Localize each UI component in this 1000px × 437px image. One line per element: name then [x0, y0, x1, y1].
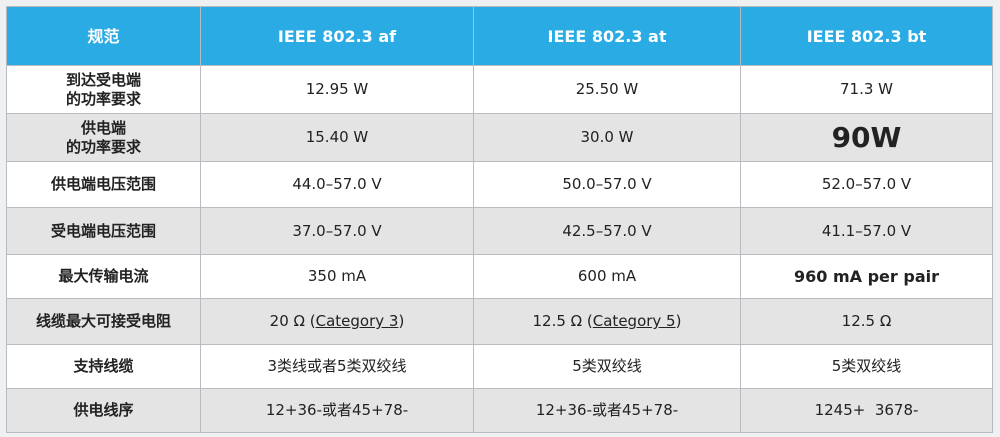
table-row: 受电端电压范围 37.0–57.0 V 42.5–57.0 V 41.1–57.0 V — [6, 207, 993, 255]
header-cell: IEEE 802.3 af — [200, 6, 474, 66]
table-cell: 41.1–57.0 V — [740, 207, 993, 255]
row-label: 最大传输电流 — [6, 254, 201, 299]
row-label: 支持线缆 — [6, 344, 201, 389]
table-cell: 12.5 Ω (Category 5) — [473, 298, 741, 345]
table-cell: 12+36-或者45+78- — [200, 388, 474, 433]
table-row: 线缆最大可接受电阻 20 Ω (Category 3) 12.5 Ω (Catego… — [6, 298, 993, 345]
table-cell: 12+36-或者45+78- — [473, 388, 741, 433]
header-row: 规范 IEEE 802.3 af IEEE 802.3 at IEEE 802.3 b… — [6, 6, 993, 66]
row-label: 到达受电端 的功率要求 — [6, 65, 201, 114]
header-cell: IEEE 802.3 bt — [740, 6, 993, 66]
table-cell: 12.5 Ω — [740, 298, 993, 345]
row-label: 受电端电压范围 — [6, 207, 201, 255]
link-text: Category 3 — [315, 312, 399, 330]
table-row: 供电端电压范围 44.0–57.0 V 50.0–57.0 V 52.0–57.0 V — [6, 161, 993, 208]
cell-text: ) — [675, 312, 682, 330]
table-cell: 90W — [740, 113, 993, 162]
row-label: 线缆最大可接受电阻 — [6, 298, 201, 345]
table-cell: 5类双绞线 — [473, 344, 741, 389]
table-row: 到达受电端 的功率要求 12.95 W 25.50 W 71.3 W — [6, 65, 993, 114]
table-row: 供电线序 12+36-或者45+78- 12+36-或者45+78- 1245+ 36… — [6, 388, 993, 433]
row-label: 供电端 的功率要求 — [6, 113, 201, 162]
table-cell: 960 mA per pair — [740, 254, 993, 299]
row-label: 供电端电压范围 — [6, 161, 201, 208]
table-cell: 50.0–57.0 V — [473, 161, 741, 208]
cell-text: ) — [398, 312, 405, 330]
link-text: Category 5 — [592, 312, 676, 330]
table-cell: 71.3 W — [740, 65, 993, 114]
table-cell: 37.0–57.0 V — [200, 207, 474, 255]
table-row: 供电端 的功率要求 15.40 W 30.0 W 90W — [6, 113, 993, 162]
table-cell: 15.40 W — [200, 113, 474, 162]
table-cell: 12.95 W — [200, 65, 474, 114]
table-row: 支持线缆 3类线或者5类双绞线 5类双绞线 5类双绞线 — [6, 344, 993, 389]
table-row: 最大传输电流 350 mA 600 mA 960 mA per pair — [6, 254, 993, 299]
header-cell: 规范 — [6, 6, 201, 66]
table-body: 到达受电端 的功率要求 12.95 W 25.50 W 71.3 W 供电端 的功率要求… — [6, 65, 993, 433]
table-cell: 42.5–57.0 V — [473, 207, 741, 255]
header-cell: IEEE 802.3 at — [473, 6, 741, 66]
table-cell: 30.0 W — [473, 113, 741, 162]
row-label: 供电线序 — [6, 388, 201, 433]
table-cell: 350 mA — [200, 254, 474, 299]
table-cell: 44.0–57.0 V — [200, 161, 474, 208]
table-cell: 1245+ 3678- — [740, 388, 993, 433]
table-cell: 600 mA — [473, 254, 741, 299]
table-cell: 20 Ω (Category 3) — [200, 298, 474, 345]
table-cell: 5类双绞线 — [740, 344, 993, 389]
spec-table: 规范 IEEE 802.3 af IEEE 802.3 at IEEE 802.3 b… — [6, 6, 993, 433]
table-cell: 3类线或者5类双绞线 — [200, 344, 474, 389]
table-cell: 52.0–57.0 V — [740, 161, 993, 208]
table-cell: 25.50 W — [473, 65, 741, 114]
cell-text: 12.5 Ω ( — [532, 312, 593, 330]
cell-text: 20 Ω ( — [269, 312, 316, 330]
